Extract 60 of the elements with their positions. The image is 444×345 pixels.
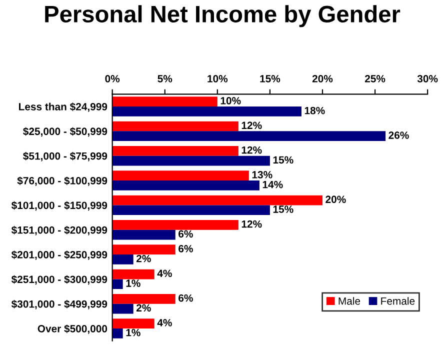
legend-label: Female	[381, 297, 415, 305]
data-label: 2%	[136, 304, 151, 312]
bar	[112, 230, 176, 240]
x-tick-label: 15%	[260, 75, 280, 82]
y-tick-label: $101,000 - $150,999	[11, 201, 108, 211]
x-tick-label: 25%	[364, 75, 386, 82]
data-label: 12%	[242, 146, 262, 154]
y-tick-label: $151,000 - $200,999	[11, 226, 108, 236]
y-tick-label: $251,000 - $300,999	[11, 275, 108, 285]
bar	[112, 328, 123, 338]
y-tick-label: Less than $24,999	[19, 102, 108, 112]
data-label: 15%	[273, 156, 294, 164]
data-label: 1%	[126, 328, 140, 336]
x-tick-label: 20%	[312, 75, 333, 82]
data-label: 18%	[304, 106, 325, 114]
data-label: 15%	[273, 206, 294, 213]
data-label: 6%	[178, 245, 193, 252]
data-label: 2%	[136, 254, 151, 262]
bar	[112, 205, 270, 216]
x-tick-label: 5%	[158, 75, 172, 82]
bar	[112, 244, 176, 255]
data-label: 20%	[326, 196, 346, 204]
data-label: 6%	[178, 294, 193, 302]
bar	[112, 318, 154, 329]
bar	[112, 254, 134, 264]
y-tick-label: $201,000 - $250,999	[11, 250, 108, 260]
x-tick-label: 10%	[208, 75, 228, 82]
bar	[112, 220, 238, 230]
bar	[112, 121, 238, 132]
bar	[112, 106, 302, 116]
data-label: 12%	[242, 220, 262, 228]
bar	[112, 294, 176, 304]
data-label: 14%	[262, 180, 283, 188]
bar	[112, 195, 322, 206]
y-tick-label: $25,000 - $50,999	[23, 127, 108, 137]
y-tick-label: $76,000 - $100,999	[17, 176, 108, 186]
x-tick-label: 30%	[417, 75, 438, 82]
data-label: 26%	[388, 132, 409, 139]
bar	[112, 304, 134, 314]
data-label: 12%	[242, 122, 262, 130]
data-label: 1%	[126, 280, 140, 287]
y-tick-label: $51,000 - $75,999	[23, 152, 108, 162]
data-label: 6%	[178, 230, 193, 238]
data-label: 13%	[252, 171, 272, 178]
data-label: 4%	[157, 270, 172, 278]
bar	[112, 269, 154, 280]
data-label: 10%	[220, 97, 241, 104]
x-tick-label: 0%	[105, 75, 120, 82]
bar	[112, 279, 123, 290]
y-tick-label: Over $500,000	[38, 324, 108, 334]
bar	[112, 96, 218, 107]
bar	[112, 131, 386, 142]
bar	[112, 146, 238, 156]
chart-title: Personal Net Income by Gender	[45, 5, 400, 28]
bar	[112, 156, 270, 166]
y-tick-label: $301,000 - $499,999	[11, 300, 108, 310]
bar	[112, 180, 260, 190]
data-label: 4%	[157, 319, 172, 326]
bar	[112, 170, 249, 181]
legend-label: Male	[338, 297, 360, 305]
